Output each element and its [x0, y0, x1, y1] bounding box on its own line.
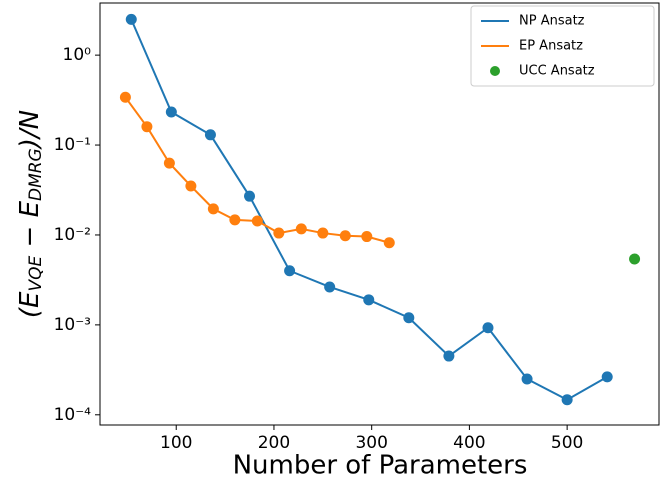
y-tick-label: 10⁻² — [54, 225, 91, 245]
legend-box — [470, 5, 655, 87]
x-tick-label: 300 — [355, 433, 387, 453]
point — [185, 180, 197, 192]
y-tick-label: 10⁰ — [63, 45, 92, 65]
point — [284, 265, 296, 277]
x-axis-label: Number of Parameters — [233, 451, 528, 481]
point — [443, 350, 455, 362]
point — [229, 214, 241, 226]
y-label-part: DMRG — [26, 148, 46, 201]
x-tick-label: 400 — [453, 433, 485, 453]
legend-label: UCC Ansatz — [519, 64, 595, 79]
point — [521, 373, 533, 385]
point — [482, 322, 494, 334]
x-tick-label: 200 — [258, 433, 290, 453]
point — [383, 237, 395, 249]
x-tick-label: 500 — [551, 433, 583, 453]
y-tick-label: 10⁻³ — [54, 315, 91, 335]
point — [295, 223, 307, 235]
legend-swatch — [490, 66, 500, 76]
point — [119, 91, 131, 103]
point — [204, 129, 216, 141]
point — [324, 281, 336, 293]
y-label-part: )/N — [15, 110, 45, 150]
y-tick-label: 10⁻⁴ — [54, 405, 92, 425]
x-tick-label: 100 — [160, 433, 192, 453]
y-label-part: (E — [15, 291, 45, 318]
y-label-part: − E — [15, 200, 45, 255]
point — [165, 106, 177, 118]
point — [317, 227, 329, 239]
point — [403, 312, 415, 324]
legend-label: NP Ansatz — [519, 14, 585, 29]
point — [361, 231, 373, 243]
y-tick-label: 10⁻¹ — [54, 135, 91, 155]
point — [601, 371, 613, 383]
point — [339, 230, 351, 242]
point — [125, 13, 137, 25]
point — [244, 190, 256, 202]
point — [561, 394, 573, 406]
y-label-part: VQE — [26, 256, 46, 292]
point — [141, 121, 153, 133]
point — [207, 203, 219, 215]
point — [363, 294, 375, 306]
point — [273, 227, 285, 239]
point — [629, 253, 641, 265]
point — [163, 157, 175, 169]
point — [251, 215, 263, 227]
legend-label: EP Ansatz — [519, 39, 583, 54]
y-axis-label: (EVQE − EDMRG)/N — [15, 110, 47, 318]
plot-frame — [99, 2, 660, 426]
